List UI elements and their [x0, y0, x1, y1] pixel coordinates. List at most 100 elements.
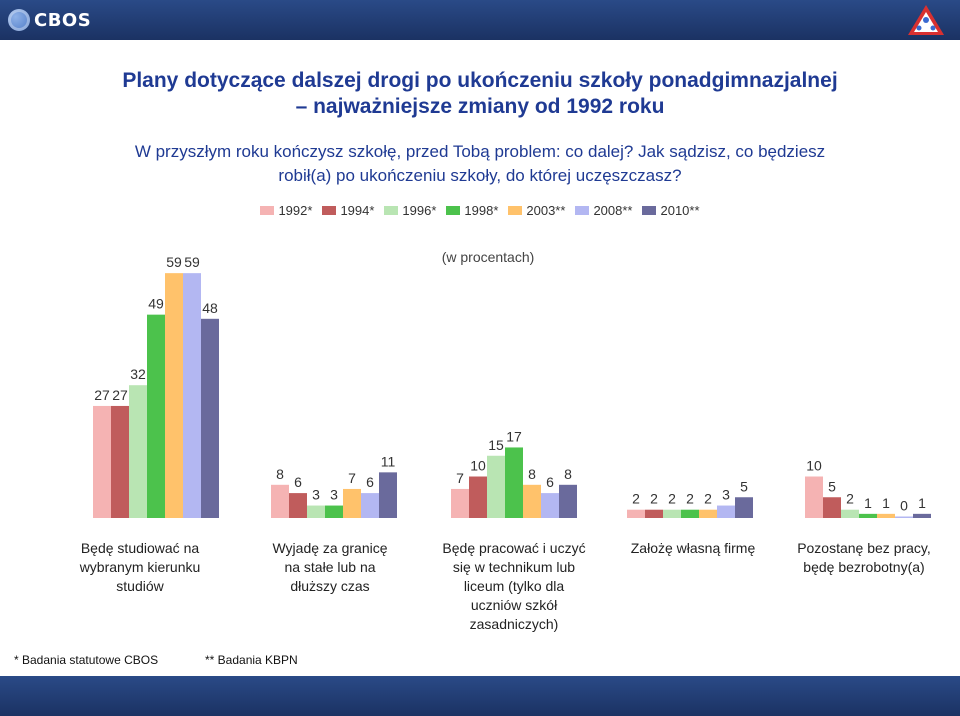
logo-text: CBOS	[34, 9, 92, 31]
data-label-c4-s1: 5	[828, 478, 836, 494]
category-label-4-line-0: Pozostanę bez pracy,	[797, 540, 931, 556]
data-label-c4-s6: 1	[918, 495, 926, 511]
people-emblem-icon	[908, 5, 944, 35]
bar-c3-s1	[645, 509, 663, 518]
data-label-c1-s6: 11	[381, 453, 396, 469]
data-label-c0-s1: 27	[112, 387, 128, 403]
category-label-3-line-0: Założę własną firmę	[630, 540, 756, 556]
bar-c1-s3	[325, 505, 343, 518]
bar-c2-s3	[505, 447, 523, 518]
data-label-c3-s0: 2	[632, 491, 640, 507]
bar-c1-s5	[361, 493, 379, 518]
legend-item-2: 1996*	[384, 203, 436, 218]
header-bar: CBOS	[0, 0, 960, 40]
legend-swatch-1	[322, 206, 337, 215]
data-label-c3-s5: 3	[722, 487, 730, 503]
data-label-c2-s5: 6	[546, 474, 554, 490]
category-label-2: Będę pracować i uczyć się w technikum lub…	[439, 539, 589, 634]
chart-legend: 1992* 1994* 1996* 1998* 2003** 2008** 2010**	[0, 203, 960, 218]
legend-swatch-2	[384, 206, 399, 215]
data-label-c4-s4: 1	[882, 495, 890, 511]
data-label-c0-s6: 48	[202, 300, 218, 316]
bar-c1-s1	[289, 493, 307, 518]
data-label-c4-s3: 1	[864, 495, 872, 511]
legend-swatch-5	[575, 206, 590, 215]
legend-item-0: 1992*	[260, 203, 312, 218]
bar-c2-s2	[487, 455, 505, 518]
cbos-logo-icon	[8, 9, 30, 31]
data-label-c3-s4: 2	[704, 491, 712, 507]
data-label-c1-s4: 7	[348, 470, 356, 486]
bar-c2-s0	[451, 488, 469, 518]
data-label-c2-s2: 15	[488, 437, 504, 453]
bar-c4-s6	[913, 513, 931, 518]
category-label-2-line-1: się w technikum lub	[452, 559, 576, 575]
bar-c2-s6	[559, 484, 577, 518]
bar-c3-s3	[681, 509, 699, 518]
bar-c4-s0	[805, 476, 823, 518]
legend-item-3: 1998*	[446, 203, 498, 218]
legend-item-1: 1994*	[322, 203, 374, 218]
data-label-c1-s3: 3	[330, 487, 338, 503]
bar-c3-s4	[699, 509, 717, 518]
bar-c3-s2	[663, 509, 681, 518]
legend-swatch-6	[642, 206, 657, 215]
category-label-2-line-2: liceum (tylko dla	[463, 578, 565, 594]
bar-c4-s4	[877, 513, 895, 518]
category-label-2-line-0: Będę pracować i uczyć	[442, 540, 586, 556]
bar-c2-s1	[469, 476, 487, 518]
bar-c0-s4	[165, 273, 183, 518]
category-label-4: Pozostanę bez pracy, będę bezrobotny(a)	[789, 539, 939, 577]
category-label-4-line-1: będę bezrobotny(a)	[803, 559, 925, 575]
category-label-1-line-1: na stałe lub na	[284, 559, 376, 575]
bar-c4-s3	[859, 513, 877, 518]
bar-c0-s3	[147, 314, 165, 518]
bar-c1-s4	[343, 488, 361, 518]
category-label-1-line-0: Wyjadę za granicę	[272, 540, 388, 556]
footnote-cbos: * Badania statutowe CBOS	[14, 653, 159, 667]
category-label-0: Będę studiować na wybranym kierunku studió…	[65, 539, 215, 596]
cbos-logo: CBOS	[8, 4, 91, 36]
bar-c3-s5	[717, 505, 735, 518]
legend-label-4: 2003**	[526, 203, 566, 218]
bar-c4-s5	[895, 516, 913, 518]
category-label-3: Założę własną firmę	[618, 539, 768, 558]
footer-bar	[0, 676, 960, 716]
legend-label-6: 2010**	[660, 203, 700, 218]
bar-c4-s2	[841, 509, 859, 518]
data-label-c4-s2: 2	[846, 491, 854, 507]
category-label-2-line-4: zasadniczych)	[469, 616, 559, 632]
bar-c4-s1	[823, 497, 841, 518]
category-label-1: Wyjadę za granicę na stałe lub na dłuższy …	[255, 539, 405, 596]
survey-question: W przyszłym roku kończysz szkołę, przed …	[60, 140, 900, 188]
title-line-2: – najważniejsze zmiany od 1992 roku	[295, 95, 665, 118]
legend-swatch-4	[508, 206, 523, 215]
data-label-c2-s1: 10	[470, 458, 486, 474]
bar-c1-s6	[379, 472, 397, 518]
data-label-c0-s0: 27	[94, 387, 110, 403]
question-line-1: W przyszłym roku kończysz szkołę, przed …	[134, 142, 826, 161]
bar-c0-s2	[129, 385, 147, 518]
data-label-c2-s0: 7	[456, 470, 464, 486]
data-label-c4-s0: 10	[806, 458, 822, 474]
unit-note: (w procentach)	[442, 249, 535, 265]
data-label-c1-s2: 3	[312, 487, 320, 503]
data-label-c0-s2: 32	[130, 366, 146, 382]
data-label-c0-s3: 49	[148, 296, 164, 312]
bar-c0-s0	[93, 405, 111, 518]
legend-item-6: 2010**	[642, 203, 700, 218]
category-label-0-line-0: Będę studiować na	[80, 540, 200, 556]
data-label-c3-s3: 2	[686, 491, 694, 507]
slide-title: Plany dotyczące dalszej drogi po ukończe…	[0, 68, 960, 120]
data-label-c1-s0: 8	[276, 466, 284, 482]
legend-label-3: 1998*	[464, 203, 499, 218]
legend-item-4: 2003**	[508, 203, 565, 218]
bar-c0-s6	[201, 318, 219, 518]
legend-label-0: 1992*	[278, 203, 313, 218]
data-label-c2-s4: 8	[528, 466, 536, 482]
data-label-c3-s1: 2	[650, 491, 658, 507]
category-label-1-line-2: dłuższy czas	[290, 578, 370, 594]
legend-swatch-0	[260, 206, 275, 215]
bar-c1-s2	[307, 505, 325, 518]
